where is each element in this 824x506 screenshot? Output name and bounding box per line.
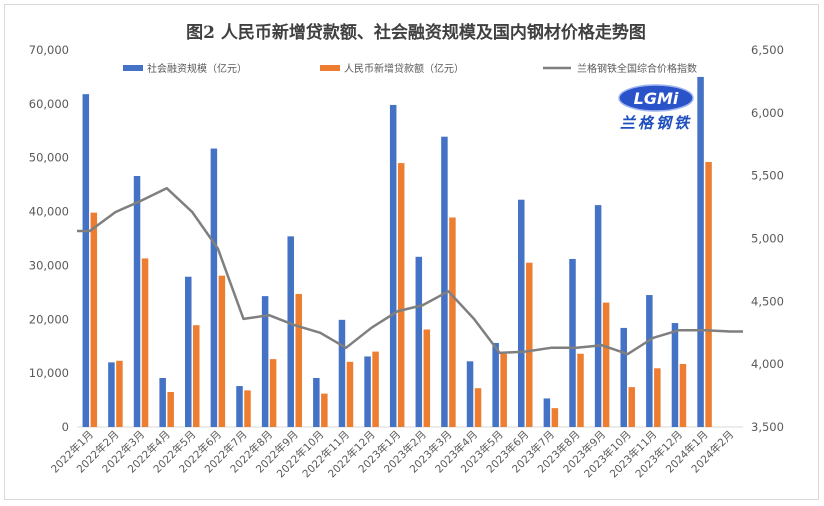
- bar-social-financing: [313, 377, 320, 427]
- chart-frame: 图2 人民币新增贷款额、社会融资规模及国内钢材价格走势图 0 10,000 20,0…: [4, 4, 819, 500]
- y-right-tick-label: 4,500: [751, 294, 784, 308]
- bar-new-loans: [705, 162, 712, 427]
- bar-new-loans: [577, 353, 584, 427]
- bar-new-loans: [218, 275, 226, 427]
- bar-new-loans: [141, 258, 149, 427]
- logo-text: 兰格钢铁: [620, 114, 692, 132]
- bar-new-loans: [116, 360, 123, 427]
- y-left-tick-label: 0: [62, 420, 69, 434]
- y-left-tick-label: 50,000: [29, 151, 69, 165]
- y-left-tick-label: 40,000: [29, 205, 69, 219]
- bar-new-loans: [193, 325, 200, 427]
- bar-new-loans: [474, 388, 482, 427]
- bar-social-financing: [389, 104, 397, 427]
- y-right-tick-label: 6,500: [751, 43, 784, 57]
- bar-social-financing: [108, 362, 115, 427]
- bar-social-financing: [261, 296, 269, 427]
- legend-swatch: [123, 65, 143, 71]
- bar-social-financing: [569, 258, 576, 427]
- bar-social-financing: [82, 94, 90, 428]
- bar-new-loans: [397, 163, 405, 427]
- logo-badge-icon: [618, 84, 694, 112]
- bar-social-financing: [697, 76, 704, 427]
- bar-social-financing: [671, 323, 679, 427]
- bar-new-loans: [269, 359, 277, 427]
- bar-new-loans: [295, 293, 302, 427]
- y-left-tick-label: 30,000: [29, 258, 69, 272]
- y-left-tick-label: 70,000: [29, 43, 69, 57]
- bar-social-financing: [133, 176, 141, 427]
- price-index-line: [77, 186, 743, 356]
- bar-new-loans: [679, 363, 687, 427]
- bar-social-financing: [236, 386, 243, 427]
- legend: 社会融资规模（亿元） 人民币新增贷款额（亿元） 兰格钢铁全国综合价格指数: [123, 62, 697, 75]
- y-left-tick-label: 20,000: [29, 312, 69, 326]
- bar-new-loans: [602, 302, 610, 427]
- chart-title: 图2 人民币新增贷款额、社会融资规模及国内钢材价格走势图: [186, 22, 646, 43]
- bar-new-loans: [500, 353, 507, 427]
- y-right-tick-label: 5,000: [751, 232, 784, 246]
- y-right-tick-label: 4,000: [751, 357, 784, 371]
- bar-social-financing: [543, 398, 551, 427]
- bar-new-loans: [167, 391, 174, 427]
- bar-social-financing: [441, 136, 448, 427]
- bar-social-financing: [415, 256, 423, 427]
- bar-social-financing: [185, 276, 192, 427]
- logo-badge-text: LGMi: [634, 89, 679, 108]
- bar-new-loans: [526, 262, 533, 427]
- y-right-tick-label: 3,500: [751, 420, 784, 434]
- bar-social-financing: [646, 295, 653, 427]
- legend-label: 兰格钢铁全国综合价格指数: [577, 62, 697, 75]
- bar-new-loans: [628, 387, 635, 427]
- bar-new-loans: [423, 329, 431, 427]
- bar-social-financing: [620, 327, 627, 427]
- y-left-tick-label: 10,000: [29, 366, 69, 380]
- bar-social-financing: [518, 199, 525, 427]
- bar-new-loans: [346, 361, 354, 427]
- y-right-tick-label: 6,000: [751, 106, 784, 120]
- bar-social-financing: [159, 377, 166, 427]
- bar-social-financing: [594, 205, 602, 427]
- bar-new-loans: [244, 390, 251, 427]
- bar-new-loans: [654, 368, 661, 427]
- legend-label: 人民币新增贷款额（亿元）: [344, 62, 464, 75]
- bars: [82, 76, 712, 428]
- bar-social-financing: [364, 356, 371, 427]
- bar-social-financing: [210, 148, 218, 427]
- bar-new-loans: [321, 393, 328, 427]
- bar-social-financing: [287, 236, 294, 427]
- bar-new-loans: [372, 351, 379, 427]
- bar-social-financing: [492, 342, 499, 427]
- legend-swatch: [320, 65, 340, 71]
- line-series: [77, 186, 743, 356]
- y-left-tick-label: 60,000: [29, 97, 69, 111]
- bar-new-loans: [551, 408, 559, 427]
- bar-new-loans: [90, 212, 98, 427]
- chart: 图2 人民币新增贷款额、社会融资规模及国内钢材价格走势图 0 10,000 20,0…: [29, 22, 784, 480]
- bar-new-loans: [449, 217, 456, 427]
- bar-social-financing: [466, 361, 474, 427]
- logo: LGMi 兰格钢铁: [618, 84, 694, 132]
- bar-social-financing: [338, 319, 346, 427]
- y-right-tick-label: 5,500: [751, 169, 784, 183]
- legend-label: 社会融资规模（亿元）: [147, 62, 247, 75]
